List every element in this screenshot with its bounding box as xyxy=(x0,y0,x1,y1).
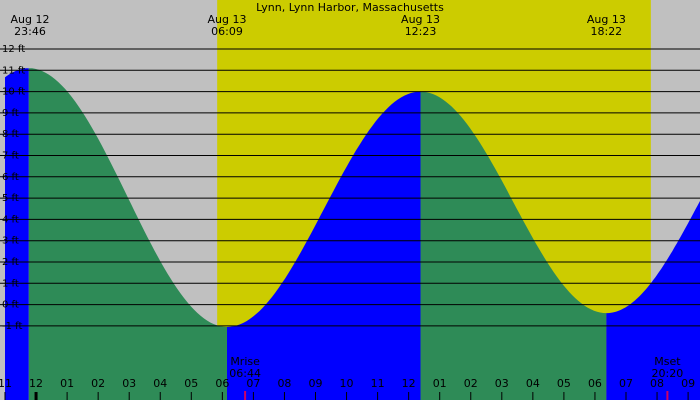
x-tick-label: 11 xyxy=(0,377,12,390)
falling-tide-area xyxy=(420,91,607,400)
x-tick-label: 06 xyxy=(215,377,229,390)
x-tick-label: 05 xyxy=(184,377,198,390)
y-tick-label: 1 ft xyxy=(2,278,19,289)
x-tick-label: 07 xyxy=(246,377,260,390)
x-tick-label: 10 xyxy=(340,377,354,390)
y-tick-label: -1 ft xyxy=(2,321,22,332)
y-tick-label: 6 ft xyxy=(2,172,19,183)
extremum-time: 12:23 xyxy=(405,25,437,38)
extremum-date: Aug 13 xyxy=(401,13,440,26)
y-tick-label: 12 ft xyxy=(2,44,25,55)
x-tick-label: 09 xyxy=(309,377,323,390)
y-tick-label: 7 ft xyxy=(2,151,19,162)
x-tick-label: 01 xyxy=(433,377,447,390)
extremum-date: Aug 13 xyxy=(587,13,626,26)
extremum-date: Aug 12 xyxy=(11,13,50,26)
x-tick-label: 12 xyxy=(402,377,416,390)
x-tick-label: 12 xyxy=(29,377,43,390)
x-tick-label: 02 xyxy=(91,377,105,390)
y-tick-label: 10 ft xyxy=(2,87,25,98)
rising-tide-area xyxy=(227,91,421,400)
x-tick-label: 03 xyxy=(122,377,136,390)
moon-event-time: 20:20 xyxy=(652,367,684,380)
y-tick-label: 11 ft xyxy=(2,65,25,76)
x-tick-label: 04 xyxy=(153,377,167,390)
rising-tide-area xyxy=(606,200,700,400)
x-tick-label: 03 xyxy=(495,377,509,390)
midnight-marker xyxy=(34,392,38,400)
x-tick-label: 08 xyxy=(650,377,664,390)
moon-event-time: 06:44 xyxy=(229,367,261,380)
x-tick-label: 05 xyxy=(557,377,571,390)
extremum-time: 23:46 xyxy=(14,25,46,38)
x-tick-label: 06 xyxy=(588,377,602,390)
extremum-date: Aug 13 xyxy=(208,13,247,26)
rising-tide-area xyxy=(5,68,29,400)
x-tick-label: 11 xyxy=(371,377,385,390)
x-tick-label: 07 xyxy=(619,377,633,390)
moon-event-label: Mrise xyxy=(230,355,260,368)
y-tick-label: 9 ft xyxy=(2,108,19,119)
extremum-time: 06:09 xyxy=(211,25,243,38)
y-tick-label: 5 ft xyxy=(2,193,19,204)
x-tick-label: 09 xyxy=(681,377,695,390)
x-tick-label: 02 xyxy=(464,377,478,390)
x-tick-label: 08 xyxy=(277,377,291,390)
y-tick-label: 8 ft xyxy=(2,129,19,140)
y-tick-label: 0 ft xyxy=(2,300,19,311)
y-tick-label: 2 ft xyxy=(2,257,19,268)
y-tick-label: 3 ft xyxy=(2,236,19,247)
x-tick-label: 04 xyxy=(526,377,540,390)
x-tick-label: 01 xyxy=(60,377,74,390)
falling-tide-area xyxy=(28,68,227,400)
chart-title: Lynn, Lynn Harbor, Massachusetts xyxy=(256,1,444,14)
moon-event-label: Mset xyxy=(654,355,681,368)
y-tick-label: 4 ft xyxy=(2,214,19,225)
extremum-time: 18:22 xyxy=(590,25,622,38)
